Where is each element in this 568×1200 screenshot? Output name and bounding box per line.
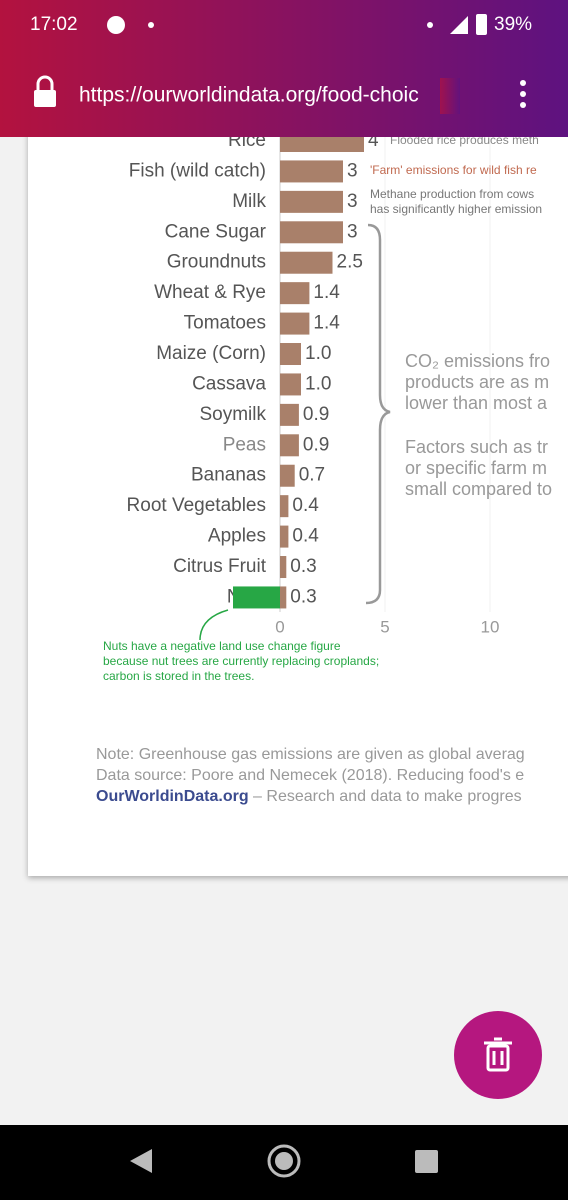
category-label: Cassava	[192, 373, 266, 394]
value-label: 1.4	[313, 282, 340, 303]
back-button[interactable]	[130, 1149, 152, 1173]
bar	[280, 282, 310, 305]
battery-icon	[476, 14, 487, 35]
menu-button[interactable]	[520, 80, 526, 108]
site-link: OurWorldinData.org	[96, 788, 249, 805]
recents-button[interactable]	[415, 1150, 438, 1173]
x-tick-label: 0	[275, 617, 284, 636]
notification-icon	[107, 16, 125, 34]
value-label: 3	[347, 160, 358, 181]
bar	[280, 373, 301, 396]
bar	[280, 464, 295, 487]
bar	[280, 190, 343, 213]
value-label: 0.4	[292, 526, 319, 547]
home-dot	[275, 1152, 293, 1170]
category-label: Root Vegetables	[127, 495, 266, 516]
x-tick-label: 10	[481, 617, 500, 636]
category-label: Cane Sugar	[165, 221, 267, 242]
value-label: 1.4	[313, 313, 340, 334]
value-label: 0.3	[290, 556, 316, 577]
footer: OurWorldinData.org – Research and data t…	[96, 788, 522, 805]
value-label: 4	[368, 130, 379, 151]
bar	[280, 221, 343, 244]
annotation: small compared to	[405, 479, 552, 499]
category-label: Soymilk	[199, 404, 266, 425]
value-label: 0.3	[290, 586, 316, 607]
source: Data source: Poore and Nemecek (2018). R…	[96, 767, 524, 784]
lock-shackle	[36, 75, 54, 90]
category-label: Groundnuts	[167, 252, 266, 273]
url-fade	[440, 78, 460, 114]
bracket	[365, 223, 391, 605]
value-label: 0.9	[303, 404, 329, 425]
bar	[280, 343, 301, 366]
status-dot	[427, 22, 433, 28]
annotation: carbon is stored in the trees.	[103, 669, 254, 683]
tagline: – Research and data to make progres	[249, 788, 522, 805]
annotation: Methane production from cows	[370, 187, 534, 201]
value-label: 0.4	[292, 495, 319, 516]
clock: 17:02	[30, 14, 78, 35]
annotation: CO₂ emissions fro	[405, 351, 550, 371]
value-label: 1.0	[305, 373, 331, 394]
value-label: 0.7	[299, 465, 325, 486]
category-label: Maize (Corn)	[156, 343, 266, 364]
trash-icon	[486, 1044, 510, 1072]
bar	[280, 586, 287, 609]
nuts-arrow	[199, 609, 229, 641]
url-text: https://ourworldindata.org/food-choic	[79, 84, 419, 107]
notification-dot	[148, 22, 154, 28]
annotation: products are as m	[405, 372, 549, 392]
menu-dot	[520, 91, 526, 97]
x-tick-label: 5	[380, 617, 389, 636]
bar	[280, 434, 299, 457]
bar	[280, 525, 289, 548]
battery-level: 39%	[494, 14, 532, 35]
fab	[454, 1011, 542, 1099]
annotation: lower than most a	[405, 393, 548, 413]
annotation: 'Farm' emissions for wild fish re	[370, 163, 537, 177]
lock-icon	[34, 90, 56, 107]
category-label: Apples	[208, 526, 266, 547]
home-button[interactable]	[267, 1144, 301, 1178]
bar	[280, 556, 287, 579]
category-label: Citrus Fruit	[173, 556, 267, 577]
annotation: has significantly higher emission	[370, 202, 542, 216]
value-label: 3	[347, 191, 358, 212]
category-label: Fish (wild catch)	[129, 160, 266, 181]
value-label: 0.9	[303, 434, 329, 455]
category-label: Tomatoes	[184, 313, 266, 334]
image-card	[28, 120, 568, 876]
bar	[280, 495, 289, 518]
category-label: Bananas	[191, 465, 266, 486]
bar	[280, 403, 299, 426]
nuts-land-use	[233, 586, 280, 609]
bar	[280, 251, 333, 274]
annotation: Nuts have a negative land use change fig…	[103, 639, 341, 653]
bar	[280, 160, 343, 183]
note: Note: Greenhouse gas emissions are given…	[96, 746, 525, 763]
annotation: Factors such as tr	[405, 437, 548, 457]
signal-icon	[450, 16, 468, 34]
value-label: 2.5	[337, 252, 363, 273]
annotation: because nut trees are currently replacin…	[103, 654, 379, 668]
category-label: Wheat & Rye	[154, 282, 266, 303]
menu-dot	[520, 102, 526, 108]
value-label: 1.0	[305, 343, 331, 364]
value-label: 3	[347, 221, 358, 242]
annotation: or specific farm m	[405, 458, 547, 478]
menu-dot	[520, 80, 526, 86]
category-label: Peas	[223, 434, 266, 455]
trash-lid	[484, 1037, 512, 1065]
browser-header	[0, 0, 568, 137]
category-label: Milk	[232, 191, 266, 212]
delete-button[interactable]	[454, 1011, 542, 1099]
bar	[280, 312, 310, 335]
